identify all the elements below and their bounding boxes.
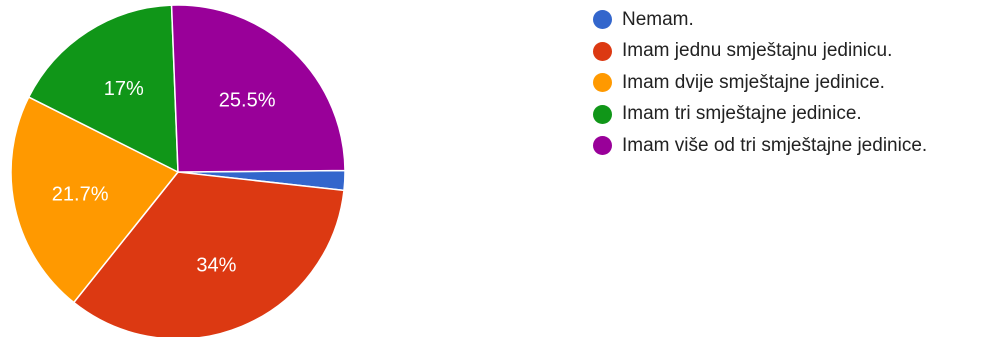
legend-label: Imam više od tri smještajne jedinice.: [622, 134, 928, 156]
legend: Nemam. Imam jednu smještajnu jedinicu. Ima…: [593, 4, 927, 162]
slice-label-4: 17%: [104, 78, 144, 100]
pie-slice-3: [10, 96, 180, 304]
pie-slice-5: [170, 4, 346, 173]
legend-label: Imam tri smještajne jedinice.: [622, 103, 862, 125]
pie-chart: 34% 21.7% 17% 25.5%: [10, 4, 346, 337]
legend-swatch-icon: [593, 41, 612, 61]
pie-slice-4: [27, 4, 179, 174]
legend-swatch-icon: [593, 73, 612, 93]
legend-item: Imam više od tri smještajne jedinice.: [593, 130, 927, 162]
slice-label-3: 21.7%: [52, 183, 109, 205]
legend-label: Imam jednu smještajnu jedinicu.: [622, 40, 893, 62]
slice-label-5: 25.5%: [219, 89, 276, 111]
legend-item: Imam tri smještajne jedinice.: [593, 99, 927, 131]
legend-item: Nemam.: [593, 4, 927, 36]
legend-item: Imam dvije smještajne jedinice.: [593, 67, 927, 99]
legend-swatch-icon: [593, 104, 612, 124]
slice-label-2: 34%: [196, 255, 236, 277]
pie-slice-2: [72, 171, 345, 337]
legend-swatch-icon: [593, 136, 612, 156]
legend-label: Nemam.: [622, 8, 694, 30]
legend-item: Imam jednu smještajnu jedinicu.: [593, 36, 927, 68]
legend-swatch-icon: [593, 10, 612, 30]
legend-label: Imam dvije smještajne jedinice.: [622, 71, 885, 93]
